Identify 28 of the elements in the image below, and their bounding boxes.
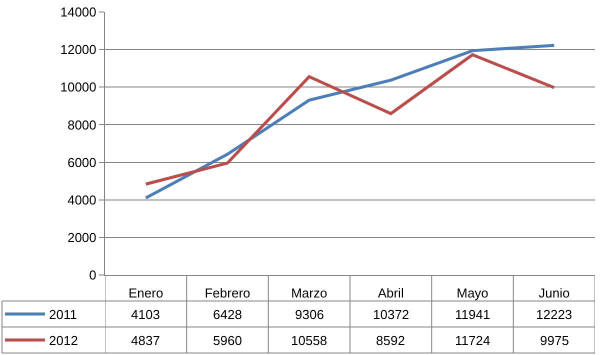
data-label: 4837 bbox=[131, 333, 160, 348]
data-label: 4103 bbox=[131, 307, 160, 322]
legend-label: 2012 bbox=[49, 333, 78, 348]
y-tick-label: 8000 bbox=[67, 117, 96, 132]
data-label: 10558 bbox=[291, 333, 328, 348]
x-tick-label: Febrero bbox=[204, 286, 250, 301]
y-tick-label: 10000 bbox=[60, 80, 96, 95]
data-label: 10372 bbox=[373, 307, 410, 322]
x-tick-label: Mayo bbox=[456, 286, 488, 301]
data-label: 11724 bbox=[455, 333, 490, 348]
data-label: 9306 bbox=[295, 307, 324, 322]
y-tick-label: 2000 bbox=[67, 230, 96, 245]
x-tick-label: Enero bbox=[128, 286, 164, 301]
y-tick-label: 0 bbox=[89, 268, 96, 283]
y-tick-label: 12000 bbox=[60, 42, 96, 58]
y-tick-label: 4000 bbox=[67, 192, 96, 208]
data-label: 6428 bbox=[213, 307, 242, 322]
x-tick-label: Marzo bbox=[291, 286, 328, 301]
y-tick-label: 14000 bbox=[60, 4, 96, 20]
x-tick-label: Abril bbox=[378, 286, 404, 301]
data-label: 9975 bbox=[540, 333, 569, 348]
data-label: 8592 bbox=[376, 333, 405, 348]
data-label: 11941 bbox=[455, 307, 490, 322]
legend-label: 2011 bbox=[49, 307, 77, 322]
data-label: 12223 bbox=[536, 307, 572, 322]
y-tick-label: 6000 bbox=[67, 154, 96, 170]
data-label: 5960 bbox=[213, 333, 242, 348]
x-tick-label: Junio bbox=[538, 286, 570, 301]
